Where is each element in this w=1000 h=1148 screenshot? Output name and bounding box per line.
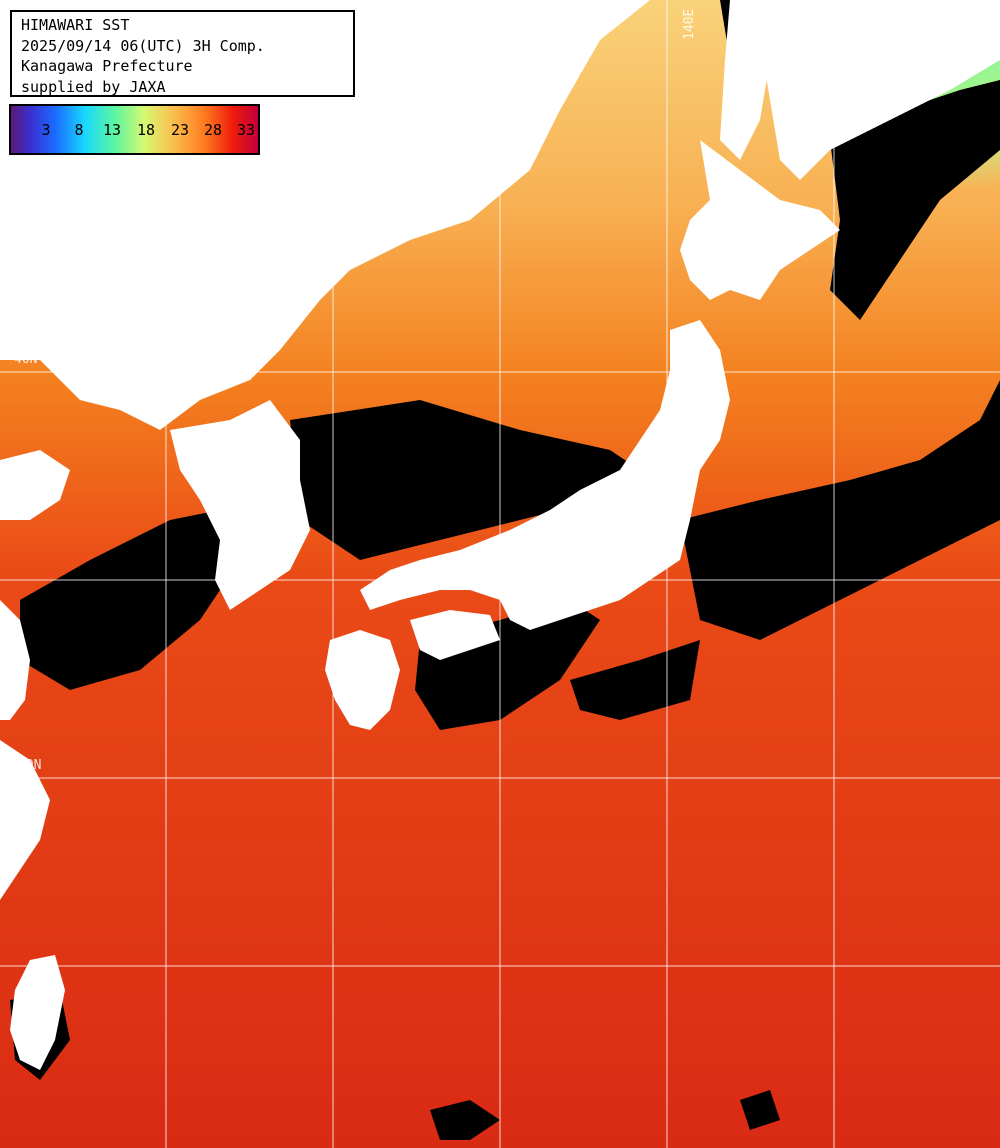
supplier-label: supplied by JAXA: [21, 77, 166, 96]
color-scale-legend: 3 8 13 18 23 28 33: [9, 104, 260, 155]
timestamp: 2025/09/14 06(UTC) 3H Comp.: [21, 36, 265, 55]
product-title: HIMAWARI SST: [21, 16, 130, 34]
legend-tick: 33: [236, 121, 256, 139]
legend-tick: 3: [41, 121, 51, 139]
land-honshu: [360, 320, 730, 630]
land-russia-east: [740, 0, 1000, 180]
cloud-pacific-east: [680, 380, 1000, 640]
cloud-south-b: [740, 1090, 780, 1130]
cloud-south-a: [430, 1100, 500, 1140]
land-taiwan: [10, 955, 65, 1070]
land-korea: [170, 400, 310, 610]
map-info-box: HIMAWARI SST 2025/09/14 06(UTC) 3H Comp.…: [10, 10, 355, 97]
land-hokkaido: [680, 140, 840, 300]
grid-label-40n: 40N: [14, 352, 38, 367]
region-label: Kanagawa Prefecture: [21, 57, 193, 75]
land-china-shanghai: [0, 600, 30, 720]
grid-label-140e: 140E: [682, 8, 697, 40]
legend-tick: 18: [136, 121, 156, 139]
cloud-yellow-sea: [20, 510, 240, 690]
land-china-coast: [0, 450, 70, 520]
cloud-sea-of-japan: [290, 400, 640, 560]
grid-label-30n: 30N: [18, 758, 42, 773]
land-shikoku: [410, 610, 500, 660]
land-china-south: [0, 740, 50, 900]
cloud-northeast: [830, 80, 1000, 320]
legend-tick: 28: [203, 121, 223, 139]
legend-tick: 8: [74, 121, 84, 139]
land-sakhalin: [720, 0, 770, 160]
legend-tick: 23: [170, 121, 190, 139]
legend-tick: 13: [102, 121, 122, 139]
land-kyushu: [325, 630, 400, 730]
